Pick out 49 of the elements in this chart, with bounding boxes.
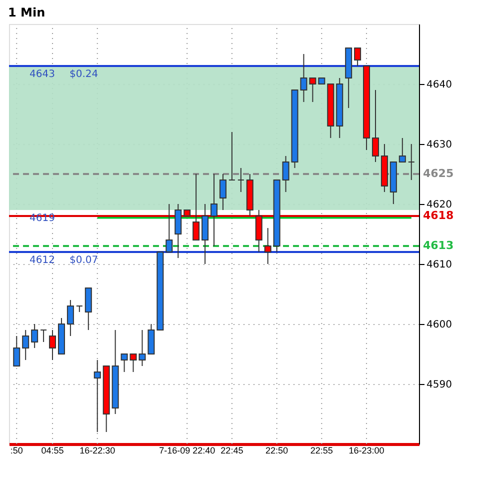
chart-title: 1 Min (8, 6, 46, 20)
annotation: 4643 (30, 69, 55, 80)
y-tick-label: 4590 (426, 380, 452, 390)
ref-line-label: 4618 (423, 209, 454, 222)
candlestick (210, 174, 218, 246)
annotation: 4612 (30, 255, 55, 266)
x-tick-label: 22:50 (266, 446, 288, 456)
candlestick (408, 144, 415, 180)
candlestick (49, 330, 56, 360)
candlestick (398, 138, 406, 162)
candlestick (84, 288, 92, 330)
y-tick-label: 4610 (426, 260, 452, 270)
y-tick-label: 4600 (426, 320, 452, 330)
candlestick (300, 54, 308, 102)
candlestick (264, 228, 272, 264)
candlestick (76, 306, 83, 312)
candlestick (202, 204, 209, 264)
candlestick (309, 78, 316, 102)
candlestick (40, 330, 48, 342)
x-tick-label: 22:55 (310, 446, 333, 456)
ref-line-label: 4625 (423, 167, 454, 180)
candlestick (66, 300, 74, 336)
candlestick (219, 174, 226, 210)
candlestick (372, 90, 379, 162)
candlestick (354, 48, 362, 66)
candlestick (228, 132, 236, 180)
x-tick-label: :50 (10, 446, 23, 456)
x-tick-label: 22:45 (220, 446, 244, 456)
candlestick (120, 354, 128, 372)
annotation: $0.07 (70, 255, 98, 266)
candlestick (166, 204, 173, 252)
candlestick (13, 336, 20, 366)
candlestick (174, 204, 182, 258)
y-tick-label: 4630 (426, 140, 452, 150)
candlestick (148, 324, 155, 354)
x-tick-label: 16-23:00 (348, 446, 384, 456)
x-tick-label: 04:55 (41, 446, 64, 456)
candlestick (94, 360, 101, 432)
x-tick-label: 16-22:30 (80, 446, 116, 456)
candlestick (31, 324, 38, 348)
candlestick (255, 210, 262, 252)
ref-line-label: 4613 (423, 239, 454, 252)
y-tick-label: 4640 (426, 80, 452, 90)
candlestick (22, 330, 30, 360)
y-tick-label: 4620 (426, 200, 452, 210)
x-tick-label: 7-16-09 22:40 (159, 446, 216, 456)
annotation: $0.24 (70, 69, 98, 80)
candlestick (192, 174, 200, 240)
candlestick (237, 168, 244, 192)
